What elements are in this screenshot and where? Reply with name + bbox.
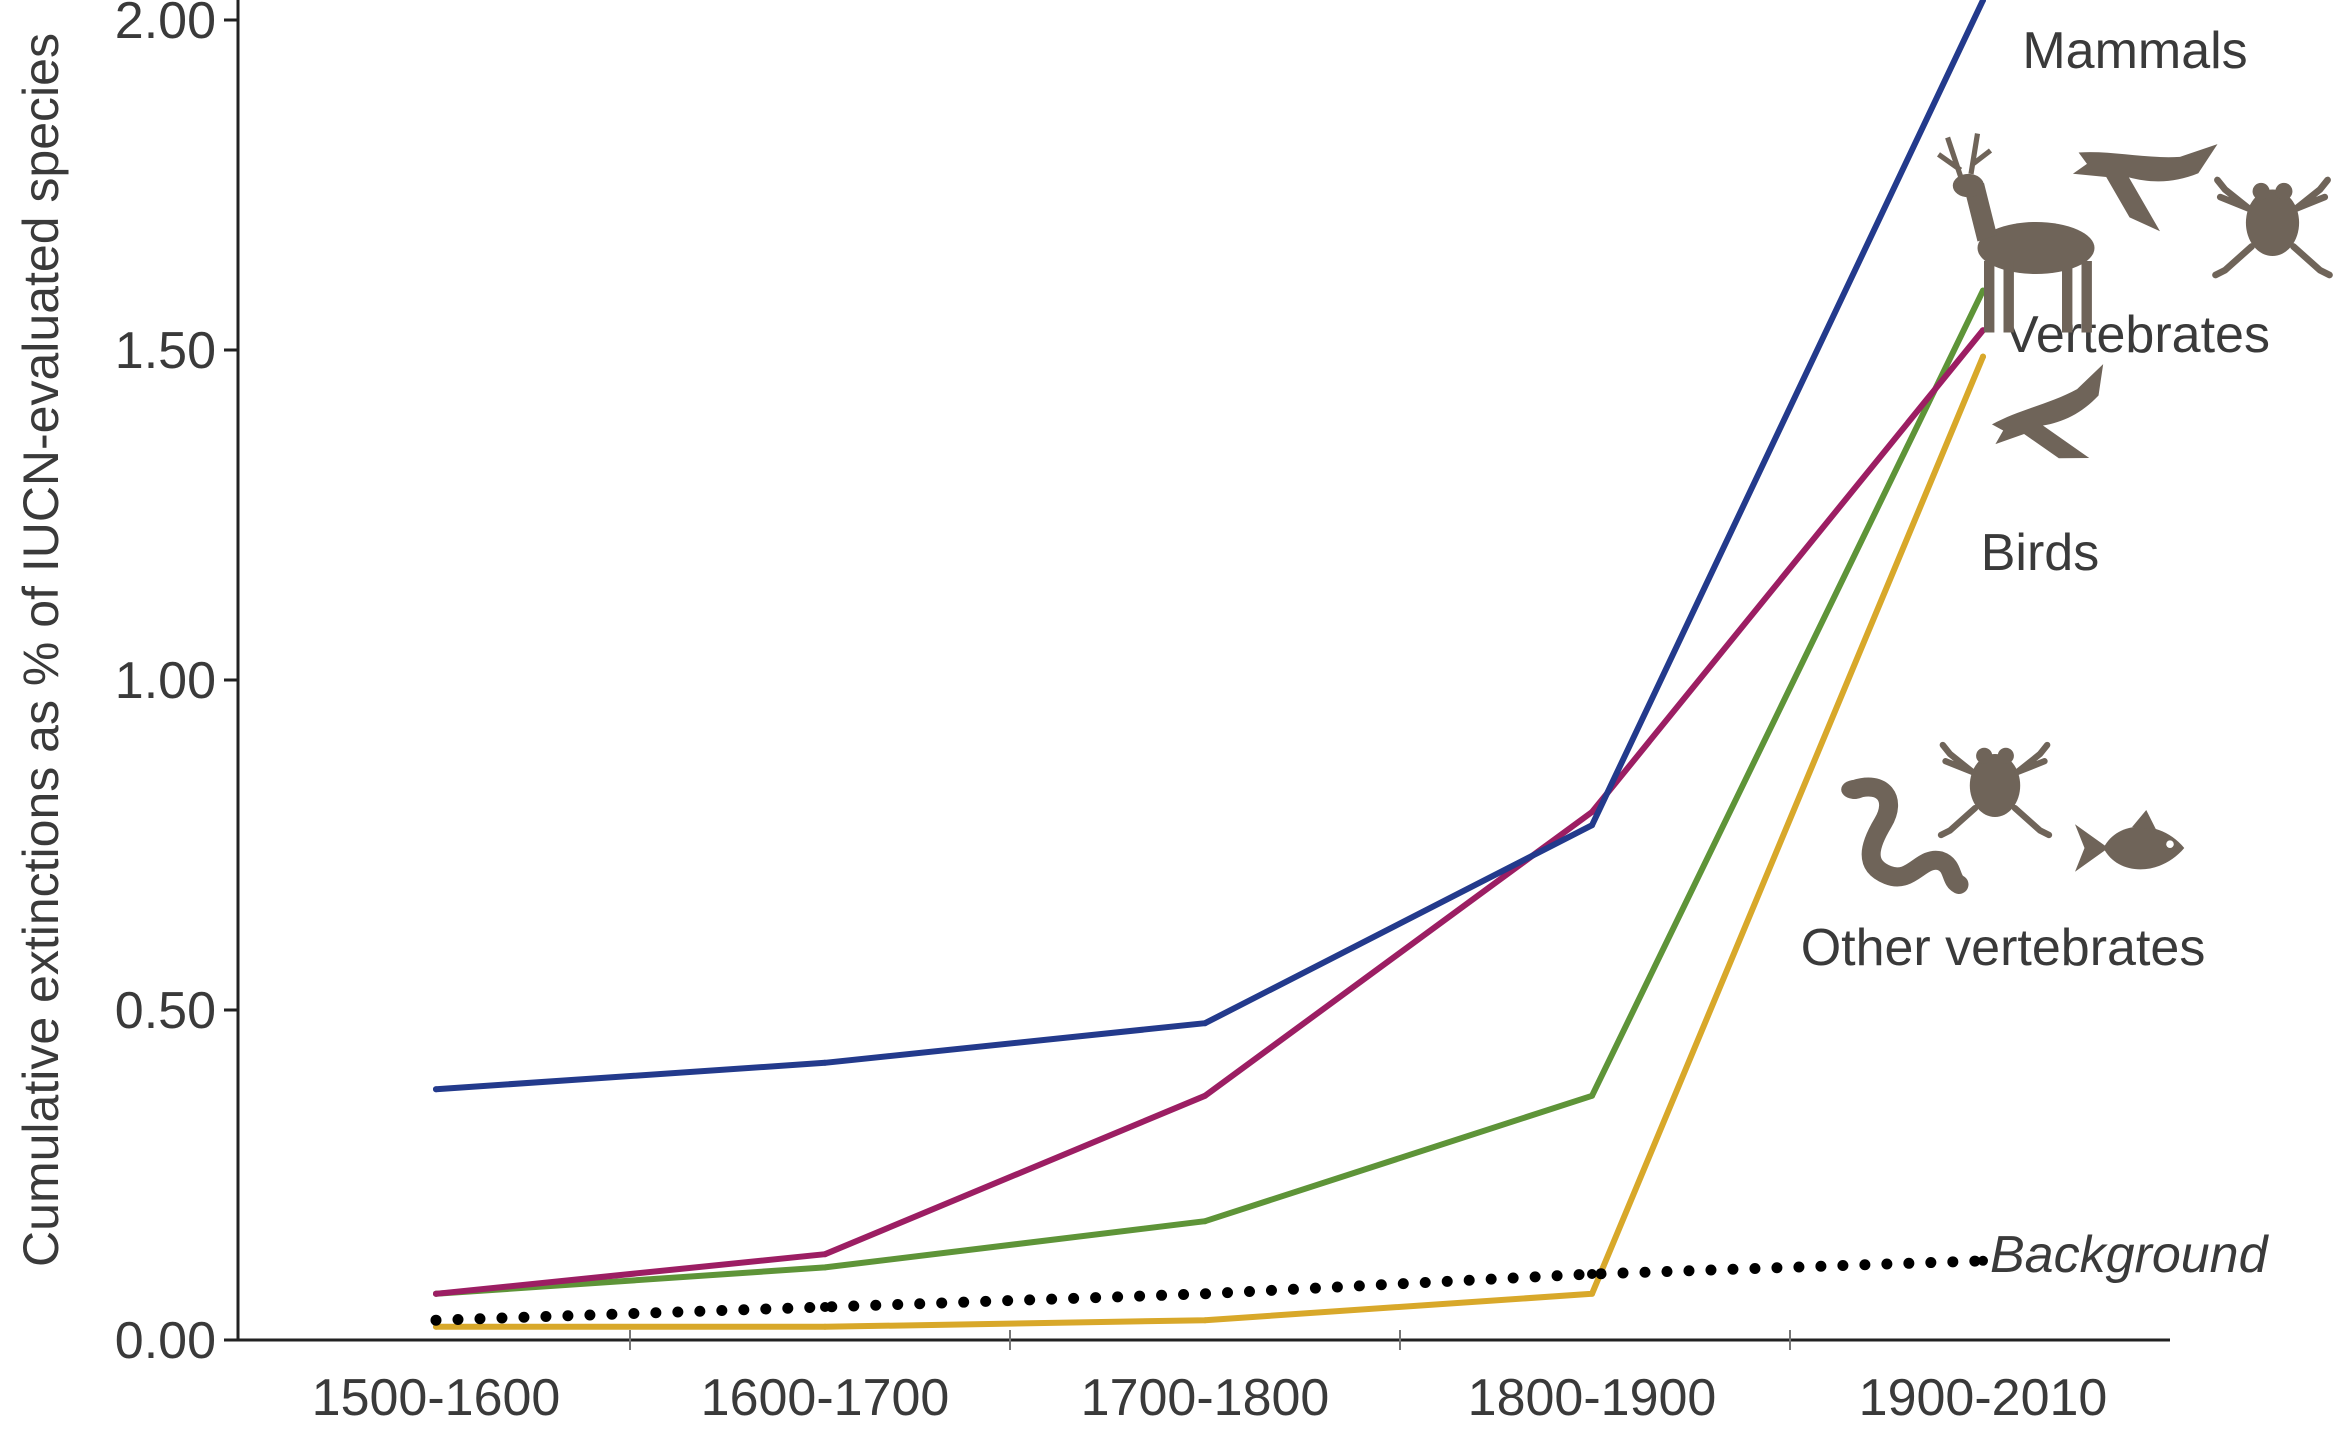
x-tick-label: 1700-1800	[1081, 1369, 1330, 1427]
data-point-background	[820, 1302, 830, 1312]
deer-icon	[1937, 133, 2095, 333]
bird-icon	[2072, 144, 2218, 232]
frog-icon	[1937, 741, 2053, 839]
x-tick-label: 1500-1600	[312, 1369, 561, 1427]
y-tick-label: 0.00	[115, 1312, 216, 1370]
series-line-birds	[433, 327, 1986, 1297]
icons-layer	[1841, 133, 2333, 895]
data-point-mammals	[822, 1059, 828, 1066]
data-point-mammals	[1589, 822, 1595, 829]
data-point-other-vertebrates	[822, 1323, 828, 1330]
data-point-background	[1587, 1269, 1597, 1279]
data-point-birds	[822, 1251, 828, 1258]
data-point-other-vertebrates	[1980, 353, 1986, 360]
bird-icon	[1991, 364, 2104, 459]
data-point-vertebrates	[822, 1264, 828, 1271]
data-point-background	[431, 1315, 441, 1326]
series-label-birds: Birds	[1981, 524, 2099, 582]
fish-icon	[2075, 810, 2185, 872]
y-tick-label: 0.50	[115, 982, 216, 1040]
series-label-vertebrates: Vertebrates	[2004, 306, 2270, 364]
axes: 0.00 0.50 1.00 1.50 2.00 1500-1600 1600-1700 17…	[115, 0, 2170, 1427]
data-point-birds	[433, 1290, 439, 1297]
data-point-mammals	[1202, 1020, 1208, 1027]
data-point-mammals	[433, 1086, 439, 1093]
series-label-other-vertebrates: Other vertebrates	[1801, 919, 2206, 977]
data-point-vertebrates	[1589, 1092, 1595, 1099]
data-point-background	[1200, 1288, 1210, 1299]
y-axis-title: Cumulative extinctions as % of IUCN-eval…	[13, 33, 69, 1267]
data-point-mammals	[1980, 0, 1986, 4]
series-line-mammals	[433, 0, 1986, 1093]
data-point-vertebrates	[1202, 1218, 1208, 1225]
frog-icon	[2212, 176, 2333, 279]
data-point-background	[1978, 1255, 1988, 1266]
data-point-other-vertebrates	[1589, 1290, 1595, 1297]
x-tick-label: 1600-1700	[701, 1369, 950, 1427]
y-tick-label: 1.00	[115, 652, 216, 710]
series-line-vertebrates	[433, 287, 1986, 1297]
series-labels: Mammals Birds Vertebrates Other vertebrates…	[1801, 22, 2270, 1284]
snake-icon	[1841, 777, 1969, 895]
series-label-background: Background	[1990, 1226, 2270, 1284]
series-line-other-vertebrates	[433, 353, 1986, 1330]
data-point-birds	[1202, 1092, 1208, 1099]
data-point-birds	[1589, 809, 1595, 815]
series-layer	[430, 0, 1989, 1330]
y-tick-label: 1.50	[115, 322, 216, 380]
x-tick-label: 1900-2010	[1859, 1369, 2108, 1427]
data-point-other-vertebrates	[1202, 1317, 1208, 1324]
x-tick-label: 1800-1900	[1468, 1369, 1717, 1427]
series-label-mammals: Mammals	[2022, 22, 2247, 80]
y-tick-label: 2.00	[115, 0, 216, 50]
